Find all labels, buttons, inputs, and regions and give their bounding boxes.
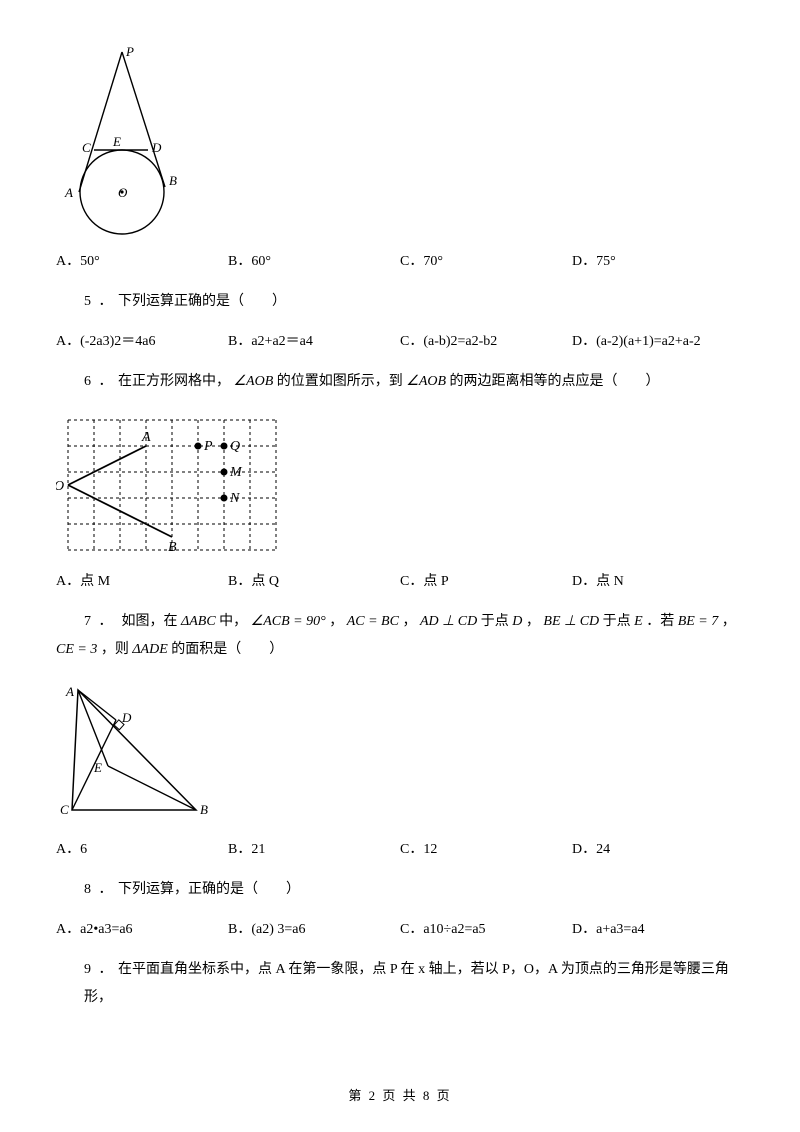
q6-opt-a: A．点 M	[56, 570, 228, 590]
q5-text: 下列运算正确的是（ ）	[118, 294, 286, 309]
svg-text:O: O	[118, 185, 128, 200]
q9-num: 9 ．	[84, 962, 115, 977]
q6-opt-d: D．点 N	[572, 570, 744, 590]
q4-opt-c: C．70°	[400, 250, 572, 270]
svg-text:A: A	[65, 684, 74, 699]
svg-text:P: P	[203, 439, 213, 454]
svg-text:C: C	[82, 140, 91, 155]
q8-opt-d: D．a+a3=a4	[572, 918, 744, 938]
q7-acbc: AC = BC	[347, 614, 399, 629]
q7-text-a: 如图，在	[122, 614, 178, 629]
q7-sep5: ，	[722, 614, 736, 629]
q7-opt-b: B．21	[228, 838, 400, 858]
q8-stem: 8 ． 下列运算，正确的是（ ）	[84, 876, 744, 904]
q7-text-c: 于点	[481, 614, 509, 629]
q7-be7: BE = 7	[678, 614, 719, 629]
svg-text:Q: Q	[230, 439, 240, 454]
q5-options: A．(-2a3)2＝4a6 B．a2+a2＝a4 C．(a-b)2=a2-b2 …	[56, 330, 744, 350]
q7-num: 7 ．	[84, 614, 115, 629]
q6-options: A．点 M B．点 Q C．点 P D．点 N	[56, 570, 744, 590]
svg-text:E: E	[93, 760, 102, 775]
q8-opt-b: B．(a2) 3=a6	[228, 918, 400, 938]
svg-text:O: O	[56, 479, 64, 494]
q7-becd: BE ⊥ CD	[543, 614, 599, 629]
svg-text:B: B	[169, 173, 177, 188]
q6-opt-b: B．点 Q	[228, 570, 400, 590]
svg-text:E: E	[112, 134, 121, 149]
q6-text-b: 的位置如图所示，到	[277, 374, 403, 389]
q7-ptD: D	[512, 614, 522, 629]
q5-num: 5 ．	[84, 294, 115, 309]
q7-adcd: AD ⊥ CD	[420, 614, 477, 629]
q9-stem: 9 ． 在平面直角坐标系中，点 A 在第一象限，点 P 在 x 轴上，若以 P，…	[84, 956, 744, 1012]
q4-options: A．50° B．60° C．70° D．75°	[56, 250, 744, 270]
q7-ptE: E	[634, 614, 643, 629]
q7-options: A．6 B．21 C．12 D．24	[56, 838, 744, 858]
q8-opt-c: C．a10÷a2=a5	[400, 918, 572, 938]
q6-num: 6 ．	[84, 374, 115, 389]
svg-text:A: A	[141, 430, 151, 445]
q8-num: 8 ．	[84, 882, 115, 897]
q4-opt-d: D．75°	[572, 250, 744, 270]
q7-sep4: ．若	[646, 614, 674, 629]
q7-figure: A B C D E	[56, 678, 744, 828]
q5-opt-d: D．(a-2)(a+1)=a2+a-2	[572, 330, 744, 350]
q5-opt-b: B．a2+a2＝a4	[228, 330, 400, 350]
q5-opt-a: A．(-2a3)2＝4a6	[56, 330, 228, 350]
q5-opt-c: C．(a-b)2=a2-b2	[400, 330, 572, 350]
q6-aob2: ∠AOB	[406, 374, 446, 389]
q7-text-d: 于点	[603, 614, 631, 629]
q9-text: 在平面直角坐标系中，点 A 在第一象限，点 P 在 x 轴上，若以 P，O，A …	[84, 962, 729, 1005]
q7-opt-d: D．24	[572, 838, 744, 858]
q7-text-f: 的面积是（ ）	[171, 642, 283, 657]
svg-text:D: D	[121, 710, 132, 725]
q7-sep1: ，	[329, 614, 343, 629]
q7-acb: ∠ACB = 90°	[251, 614, 326, 629]
q7-stem: 7 ． 如图，在 ΔABC 中， ∠ACB = 90° ， AC = BC ， …	[84, 608, 744, 664]
q7-sep3: ，	[526, 614, 540, 629]
svg-text:M: M	[229, 465, 243, 480]
q6-text-a: 在正方形网格中，	[118, 374, 230, 389]
q8-text: 下列运算，正确的是（ ）	[118, 882, 300, 897]
svg-text:B: B	[200, 802, 208, 817]
q8-options: A．a2•a3=a6 B．(a2) 3=a6 C．a10÷a2=a5 D．a+a…	[56, 918, 744, 938]
q7-ade: ΔADE	[132, 642, 167, 657]
q6-opt-c: C．点 P	[400, 570, 572, 590]
q4-opt-b: B．60°	[228, 250, 400, 270]
q7-sep2: ，	[402, 614, 416, 629]
svg-text:D: D	[151, 140, 162, 155]
svg-text:N: N	[229, 491, 240, 506]
svg-text:P: P	[125, 44, 134, 59]
q7-abc: ΔABC	[181, 614, 216, 629]
q8-opt-a: A．a2•a3=a6	[56, 918, 228, 938]
q4-figure: P A B C D E O	[56, 40, 744, 240]
svg-text:B: B	[168, 540, 177, 555]
q6-stem: 6 ． 在正方形网格中， ∠AOB 的位置如图所示，到 ∠AOB 的两边距离相等…	[84, 368, 744, 396]
q4-opt-a: A．50°	[56, 250, 228, 270]
q6-aob1: ∠AOB	[234, 374, 274, 389]
q7-ce3: CE = 3	[56, 642, 97, 657]
page-footer: 第 2 页 共 8 页	[0, 1085, 800, 1104]
q7-opt-c: C．12	[400, 838, 572, 858]
svg-text:A: A	[64, 185, 73, 200]
q7-text-b: 中，	[219, 614, 247, 629]
q7-text-e: ，则	[101, 642, 129, 657]
q5-stem: 5 ． 下列运算正确的是（ ）	[84, 288, 744, 316]
q6-text-c: 的两边距离相等的点应是（ ）	[450, 374, 660, 389]
q6-figure: P QMN O A B	[56, 410, 744, 560]
svg-text:C: C	[60, 802, 69, 817]
q7-opt-a: A．6	[56, 838, 228, 858]
